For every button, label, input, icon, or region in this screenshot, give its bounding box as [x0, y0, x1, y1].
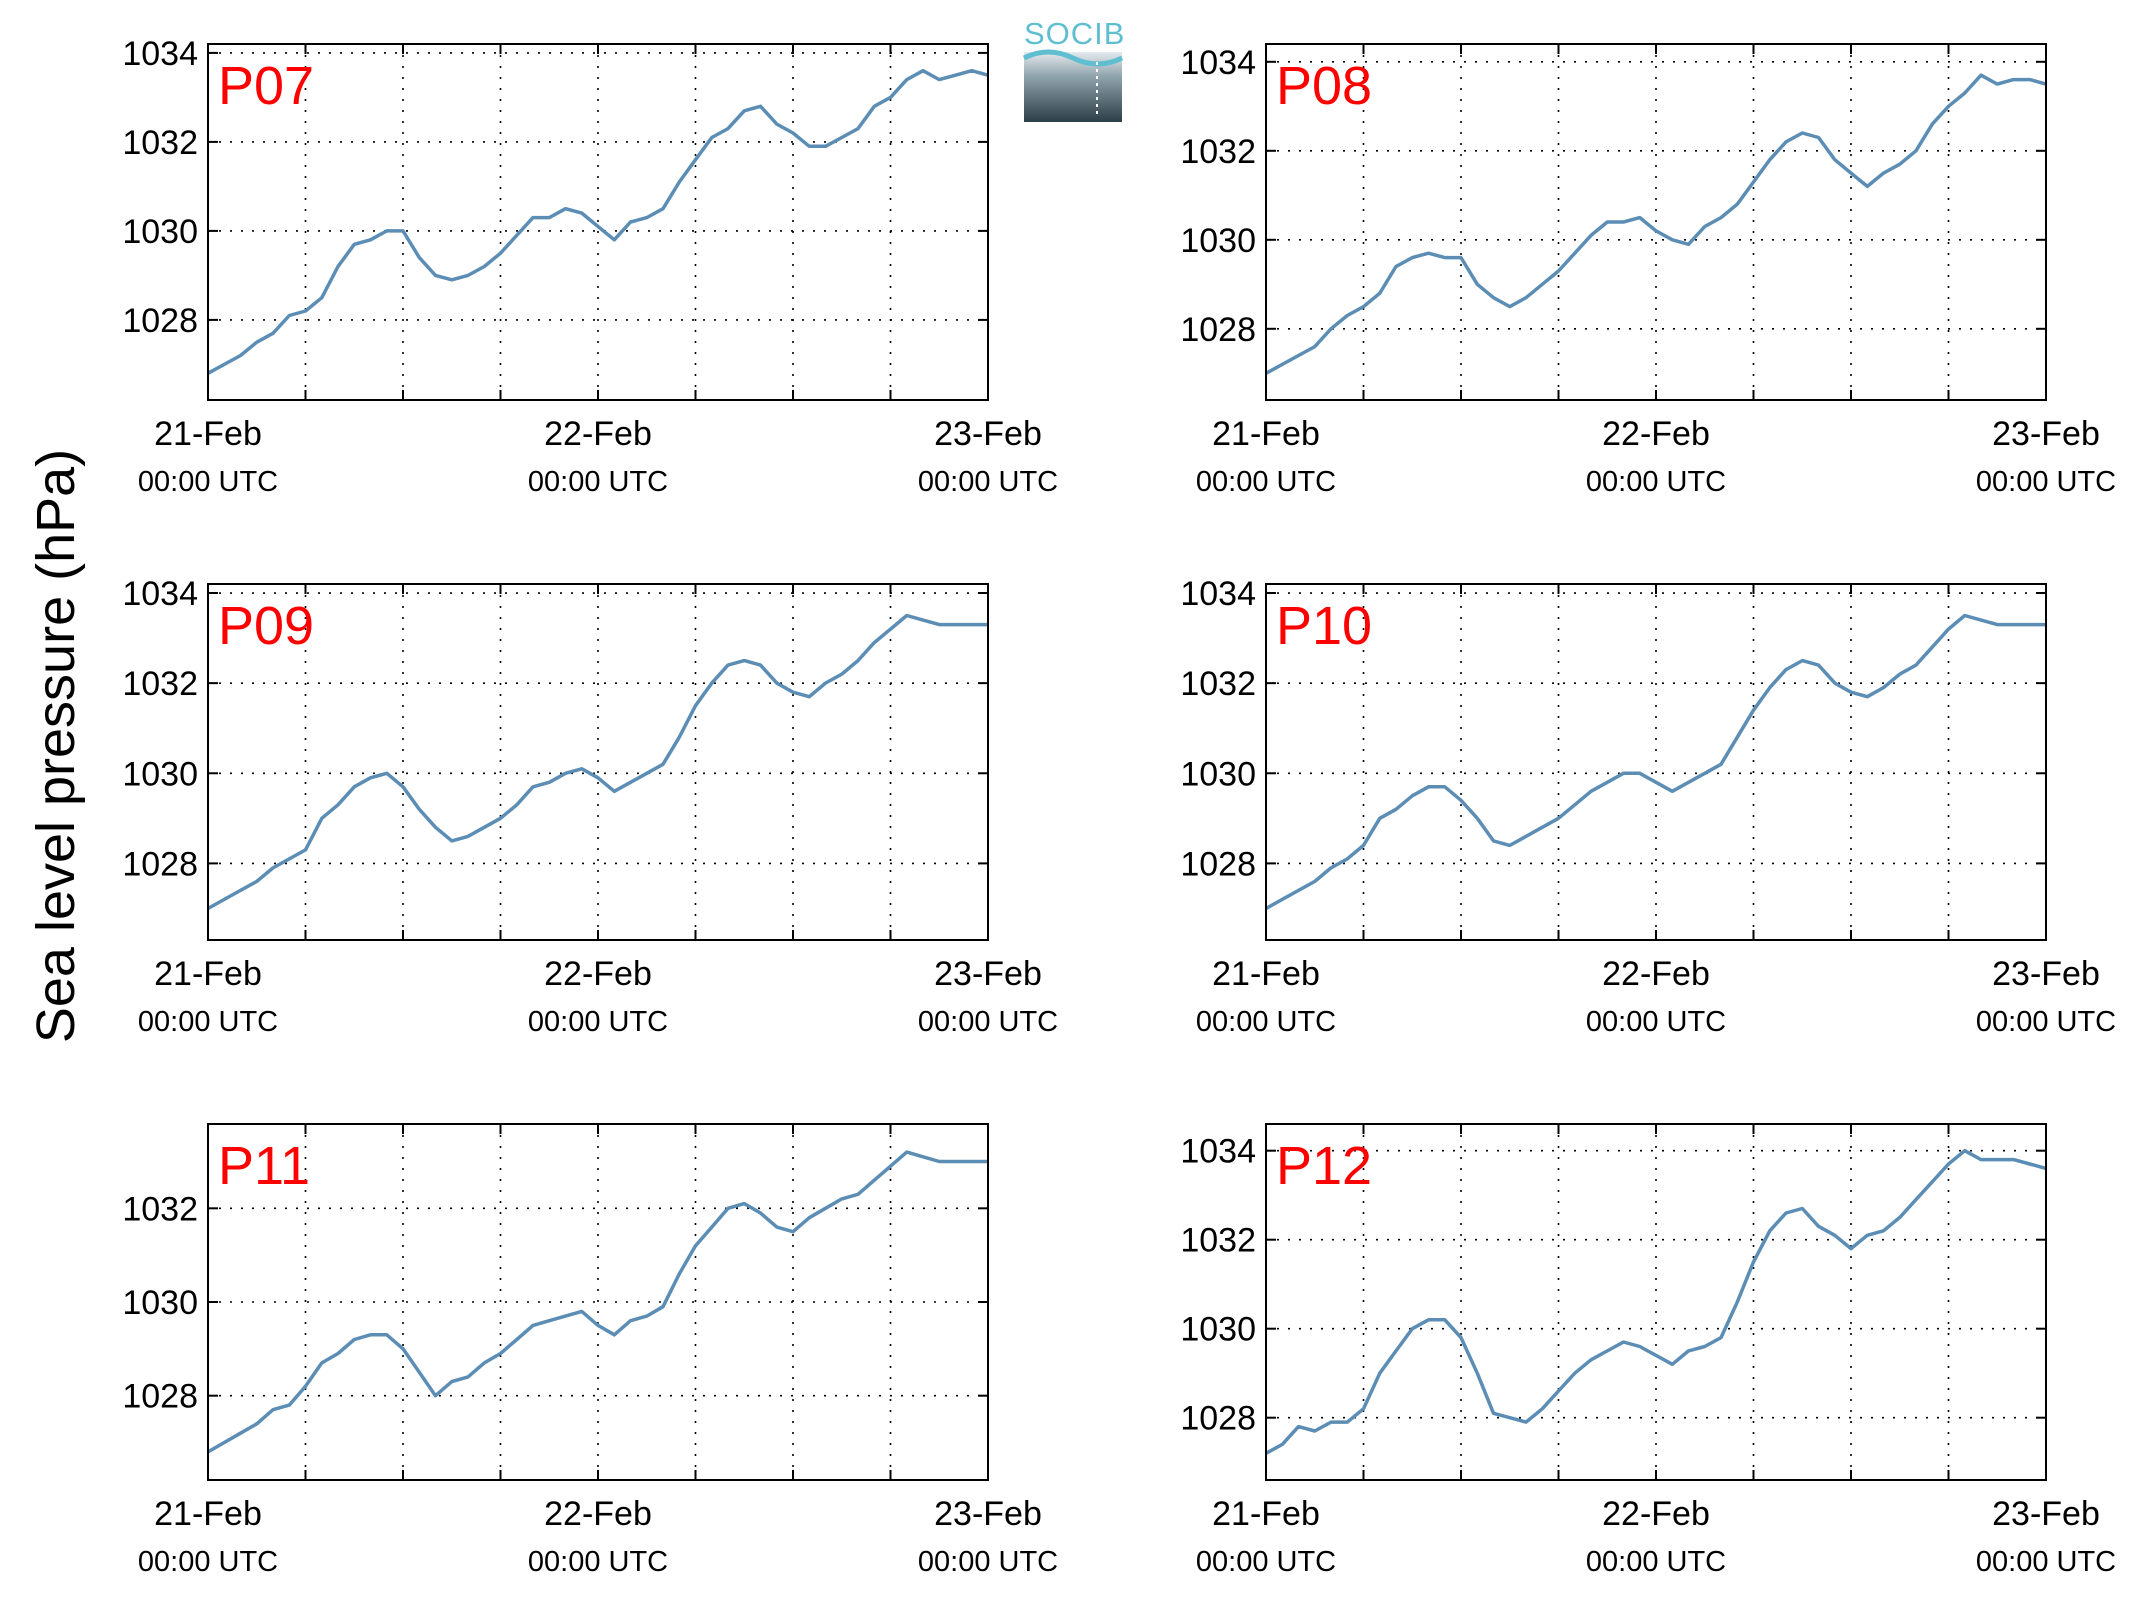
x-tick-label-time: 00:00 UTC [918, 1006, 1058, 1038]
x-tick-label-time: 00:00 UTC [1976, 1006, 2116, 1038]
x-tick-label-time: 00:00 UTC [138, 466, 278, 498]
y-tick-label: 1034 [1180, 1133, 1256, 1171]
series-line-p09 [208, 613, 988, 911]
x-tick-label-date: 21-Feb [1212, 955, 1320, 993]
y-tick-label: 1028 [122, 302, 198, 340]
x-tick-label-date: 23-Feb [1992, 1495, 2100, 1533]
series-line-p08 [1266, 73, 2046, 376]
panel-label-p07: P07 [218, 56, 314, 116]
y-axis-label: Sea level pressure (hPa) [26, 449, 86, 1043]
panel-label-p08: P08 [1276, 56, 1372, 116]
x-tick-label-date: 21-Feb [154, 415, 262, 453]
panels: 1028 1030 1032 1034 21-Feb 00:00 UTC 22-Feb 00:… [122, 35, 2116, 1578]
y-tick-label: 1028 [122, 845, 198, 883]
y-tick-label: 1030 [122, 755, 198, 793]
y-tick-label: 1028 [1180, 845, 1256, 883]
y-tick-label: 1032 [122, 124, 198, 162]
x-tick-label-time: 00:00 UTC [918, 1546, 1058, 1578]
panel-p10: 1028 1030 1032 1034 21-Feb 00:00 UTC 22-Feb 00:… [1180, 575, 2116, 1038]
y-tick-label: 1032 [122, 1190, 198, 1228]
series-line-p10 [1266, 613, 2046, 911]
socib-logo-wave [1022, 49, 1124, 67]
x-tick-label-time: 00:00 UTC [528, 1546, 668, 1578]
x-tick-label-date: 21-Feb [1212, 415, 1320, 453]
x-tick-label-date: 23-Feb [934, 1495, 1042, 1533]
x-tick-label-time: 00:00 UTC [1196, 1546, 1336, 1578]
x-tick-label-time: 00:00 UTC [528, 1006, 668, 1038]
x-tick-label-time: 00:00 UTC [1586, 1546, 1726, 1578]
x-tick-label-time: 00:00 UTC [528, 466, 668, 498]
y-tick-label: 1032 [1180, 1222, 1256, 1260]
panel-p08: 1028 1030 1032 1034 21-Feb 00:00 UTC 22-Feb 00:… [1180, 43, 2116, 498]
y-tick-label: 1030 [1180, 1311, 1256, 1349]
panel-label-p11: P11 [218, 1136, 310, 1196]
axes-frame [1265, 43, 2047, 401]
y-tick-label: 1032 [1180, 133, 1256, 171]
y-tick-label: 1034 [1180, 575, 1256, 613]
x-tick-label-date: 22-Feb [1602, 1495, 1710, 1533]
x-tick-label-time: 00:00 UTC [1586, 1006, 1726, 1038]
x-tick-label-date: 23-Feb [1992, 415, 2100, 453]
series-line-p12 [1266, 1148, 2046, 1456]
y-tick-label: 1030 [122, 213, 198, 251]
panel-p09: 1028 1030 1032 1034 21-Feb 00:00 UTC 22-Feb 00:… [122, 575, 1058, 1038]
x-tick-label-date: 23-Feb [934, 415, 1042, 453]
x-tick-label-time: 00:00 UTC [918, 466, 1058, 498]
x-tick-label-date: 21-Feb [154, 1495, 262, 1533]
y-tick-label: 1034 [1180, 44, 1256, 82]
x-tick-label-date: 22-Feb [1602, 955, 1710, 993]
y-tick-label: 1034 [122, 35, 198, 73]
x-tick-label-date: 23-Feb [1992, 955, 2100, 993]
x-tick-label-time: 00:00 UTC [138, 1546, 278, 1578]
y-tick-label: 1028 [122, 1378, 198, 1416]
panel-p12: 1028 1030 1032 1034 21-Feb 00:00 UTC 22-Feb 00:… [1180, 1123, 2116, 1578]
socib-logo: SOCIB [1022, 16, 1125, 122]
panel-label-p10: P10 [1276, 596, 1372, 656]
axes-frame [1265, 1123, 2047, 1481]
axes-frame [207, 1123, 989, 1481]
y-tick-label: 1030 [122, 1284, 198, 1322]
y-tick-label: 1032 [122, 665, 198, 703]
x-tick-label-time: 00:00 UTC [1976, 466, 2116, 498]
series-line-p11 [208, 1150, 988, 1454]
panel-p11: 1028 1030 1032 21-Feb 00:00 UTC 22-Feb 00:00 U… [122, 1123, 1058, 1578]
y-tick-label: 1030 [1180, 755, 1256, 793]
x-tick-label-time: 00:00 UTC [1976, 1546, 2116, 1578]
x-tick-label-date: 22-Feb [544, 1495, 652, 1533]
socib-logo-text: SOCIB [1024, 16, 1125, 51]
y-tick-label: 1034 [122, 575, 198, 613]
x-tick-label-time: 00:00 UTC [1196, 1006, 1336, 1038]
y-tick-label: 1032 [1180, 665, 1256, 703]
x-tick-label-time: 00:00 UTC [1196, 466, 1336, 498]
panel-p07: 1028 1030 1032 1034 21-Feb 00:00 UTC 22-Feb 00:… [122, 35, 1058, 498]
x-tick-label-date: 23-Feb [934, 955, 1042, 993]
series-line-p07 [208, 68, 988, 376]
axes-frame [207, 43, 989, 401]
y-tick-label: 1030 [1180, 222, 1256, 260]
y-tick-label: 1028 [1180, 1400, 1256, 1438]
y-tick-label: 1028 [1180, 311, 1256, 349]
x-tick-label-time: 00:00 UTC [1586, 466, 1726, 498]
axes-frame [1265, 583, 2047, 941]
panel-label-p12: P12 [1276, 1136, 1372, 1196]
x-tick-label-date: 21-Feb [154, 955, 262, 993]
x-tick-label-date: 22-Feb [544, 415, 652, 453]
axes-frame [207, 583, 989, 941]
panel-label-p09: P09 [218, 596, 314, 656]
x-tick-label-date: 22-Feb [544, 955, 652, 993]
x-tick-label-date: 22-Feb [1602, 415, 1710, 453]
x-tick-label-date: 21-Feb [1212, 1495, 1320, 1533]
x-tick-label-time: 00:00 UTC [138, 1006, 278, 1038]
